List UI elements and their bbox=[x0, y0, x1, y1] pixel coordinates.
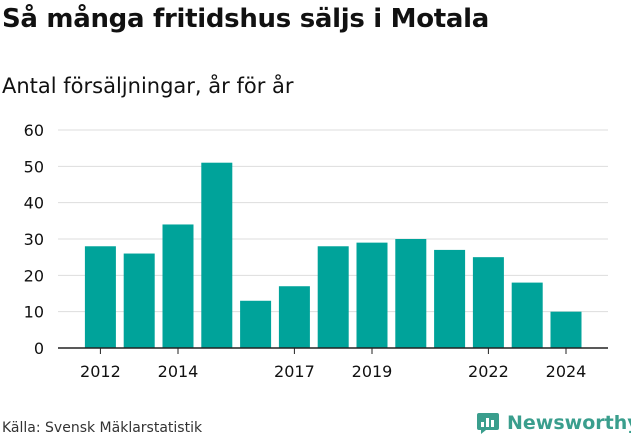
y-tick-label: 40 bbox=[24, 194, 44, 213]
newsworthy-chart-logo-icon bbox=[477, 413, 499, 434]
bar bbox=[356, 242, 388, 348]
x-tick-label: 2012 bbox=[80, 362, 121, 381]
y-tick-label: 0 bbox=[34, 339, 44, 358]
y-tick-label: 10 bbox=[24, 303, 44, 322]
bar bbox=[472, 257, 504, 348]
y-tick-label: 60 bbox=[24, 121, 44, 140]
bar bbox=[201, 162, 233, 348]
bar bbox=[84, 246, 116, 348]
brand-name: Newsworthy bbox=[507, 412, 631, 434]
source-label: Källa: Svensk Mäklarstatistik bbox=[2, 420, 203, 436]
bar bbox=[434, 249, 466, 348]
x-tick-label: 2024 bbox=[546, 362, 587, 381]
x-tick-label: 2022 bbox=[468, 362, 509, 381]
bar bbox=[395, 239, 427, 348]
bar-chart: 0 10 20 30 40 50 60 2012 2014 2017 2019 2022 2024 bbox=[24, 121, 608, 381]
newsworthy-logo[interactable]: Newsworthy bbox=[476, 409, 631, 437]
chart-subtitle: Antal försäljningar, år för år bbox=[2, 74, 294, 98]
y-tick-label: 30 bbox=[24, 230, 44, 249]
bar bbox=[278, 286, 310, 348]
y-tick-label: 50 bbox=[24, 157, 44, 176]
chart-title: Så många fritidshus säljs i Motala bbox=[2, 4, 489, 34]
bar bbox=[123, 253, 155, 348]
y-tick-label: 20 bbox=[24, 266, 44, 285]
bar bbox=[550, 311, 582, 348]
x-tick-label: 2014 bbox=[158, 362, 199, 381]
bar bbox=[317, 246, 349, 348]
bar bbox=[240, 300, 272, 348]
x-tick-label: 2017 bbox=[274, 362, 315, 381]
bar bbox=[162, 224, 194, 348]
x-tick-label: 2019 bbox=[352, 362, 393, 381]
bar bbox=[511, 282, 543, 348]
